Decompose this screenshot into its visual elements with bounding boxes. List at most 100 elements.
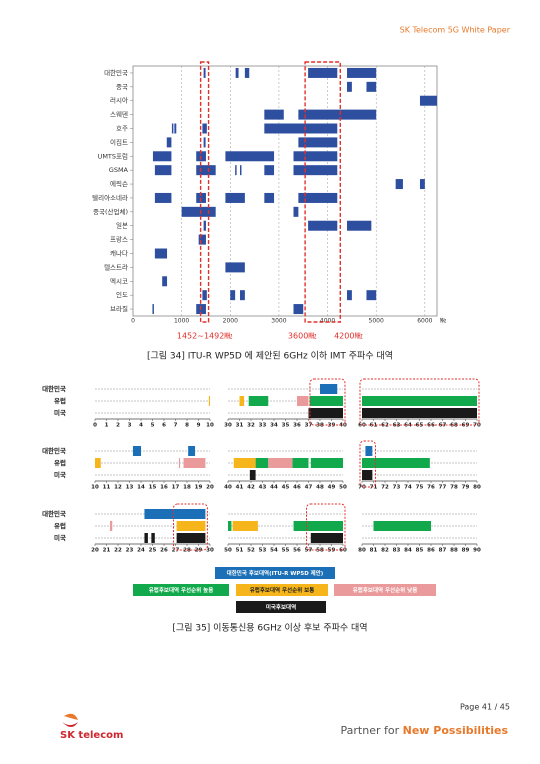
range-bar: [298, 137, 338, 148]
x-tick-label: 74: [404, 485, 412, 491]
range-bar: [151, 533, 155, 543]
x-tick-label: 42: [247, 485, 255, 491]
x-tick-label: 32: [247, 423, 255, 429]
logo-mark: [64, 713, 78, 720]
highlight-label: 4200㎒: [334, 332, 362, 341]
y-tick-label: 스웨덴: [110, 110, 128, 119]
range-bar: [132, 446, 141, 456]
x-tick-label: 5: [151, 423, 155, 429]
range-bar: [188, 446, 196, 456]
range-bar: [230, 290, 236, 301]
range-bar: [419, 95, 437, 106]
x-tick-label: 18: [183, 485, 191, 491]
x-tick-label: 26: [160, 548, 168, 554]
range-bar: [196, 165, 216, 176]
x-tick-label: 89: [462, 548, 470, 554]
row-label: 유럽: [54, 521, 66, 530]
y-tick-label: GSMA: [109, 166, 129, 174]
range-bar: [203, 220, 206, 231]
x-tick-label: 10: [91, 485, 99, 491]
range-bar: [264, 109, 284, 120]
range-bar: [347, 220, 372, 231]
x-tick-label: 70: [473, 423, 481, 429]
x-tick-label: 13: [126, 485, 134, 491]
y-tick-label: 브라질: [110, 304, 128, 313]
range-bar: [298, 192, 338, 203]
x-tick-label: 85: [416, 548, 424, 554]
range-bar: [347, 81, 352, 92]
x-tick-label: 77: [439, 485, 447, 491]
x-tick-label: 79: [462, 485, 470, 491]
x-tick-label: 25: [149, 548, 157, 554]
x-tick-label: 41: [236, 485, 244, 491]
x-tick-label: 60: [358, 423, 366, 429]
y-tick-label: 멕시코: [110, 276, 128, 285]
x-tick-label: 87: [439, 548, 447, 554]
x-tick-label: 80: [473, 485, 481, 491]
legend-label: 미국후보대역: [266, 603, 296, 611]
figure-caption: [그림 35] 이동통신용 6GHz 이상 후보 주파수 대역: [172, 622, 367, 634]
x-tick-label: 9: [197, 423, 201, 429]
x-tick-label: 22: [114, 548, 122, 554]
page-number: Page 41 / 45: [460, 703, 510, 712]
x-tick-label: 15: [149, 485, 157, 491]
x-tick-label: 31: [236, 423, 244, 429]
x-tick-label: 30: [224, 423, 232, 429]
slogan-highlight: New Possibilities: [403, 724, 509, 737]
x-tick-label: 62: [381, 423, 389, 429]
range-bar: [232, 521, 258, 531]
highlight-label: 3600㎒: [288, 332, 316, 341]
range-bar: [239, 396, 245, 406]
range-bar: [95, 458, 101, 468]
range-bar: [292, 458, 309, 468]
legend-swatch: [215, 567, 335, 579]
range-bar: [154, 248, 168, 259]
highlight-box: [306, 503, 346, 551]
legend-label: 대한민국 후보대역(ITU-R WP5D 제안): [227, 569, 324, 577]
range-bar: [293, 165, 338, 176]
range-bar: [240, 290, 245, 301]
x-tick-label: 44: [270, 485, 278, 491]
range-bar: [174, 123, 177, 134]
range-bar: [176, 521, 206, 531]
range-bar: [183, 458, 206, 468]
range-bar: [362, 396, 477, 406]
x-tick-label: 86: [427, 548, 435, 554]
x-tick-label: 24: [137, 548, 145, 554]
x-tick-label: 65: [416, 423, 424, 429]
legend-swatch: [133, 584, 229, 596]
range-bar: [152, 151, 172, 162]
row-label: 미국: [54, 408, 66, 417]
x-tick-label: 16: [160, 485, 168, 491]
x-tick-label: 14: [137, 485, 145, 491]
x-tick-label: 1000: [174, 318, 189, 325]
range-bar: [166, 137, 172, 148]
range-bar: [202, 290, 207, 301]
range-bar: [202, 123, 207, 134]
y-tick-label: 에릭슨: [110, 179, 128, 188]
x-tick-label: 46: [293, 485, 301, 491]
x-unit: ㎒: [440, 318, 446, 325]
range-bar: [419, 179, 425, 190]
legend-swatch: [334, 584, 436, 596]
y-tick-label: 중국(산업체): [93, 207, 128, 216]
x-tick-label: 6000: [417, 318, 432, 325]
range-bar: [154, 165, 172, 176]
highlight-label: 1452~1492㎒: [177, 332, 232, 341]
legend-swatch: [236, 584, 328, 596]
range-bar: [310, 533, 343, 543]
range-bar: [154, 192, 172, 203]
x-tick-label: 60: [339, 548, 347, 554]
range-bar: [228, 521, 232, 531]
range-bar: [297, 396, 309, 406]
range-bar: [235, 67, 239, 78]
y-tick-label: 중국: [116, 83, 128, 91]
highlight-box: [304, 61, 341, 323]
x-tick-label: 4000: [320, 318, 335, 325]
range-bar: [308, 220, 338, 231]
x-tick-label: 6: [162, 423, 166, 429]
range-bar: [293, 304, 304, 315]
range-bar: [395, 179, 403, 190]
